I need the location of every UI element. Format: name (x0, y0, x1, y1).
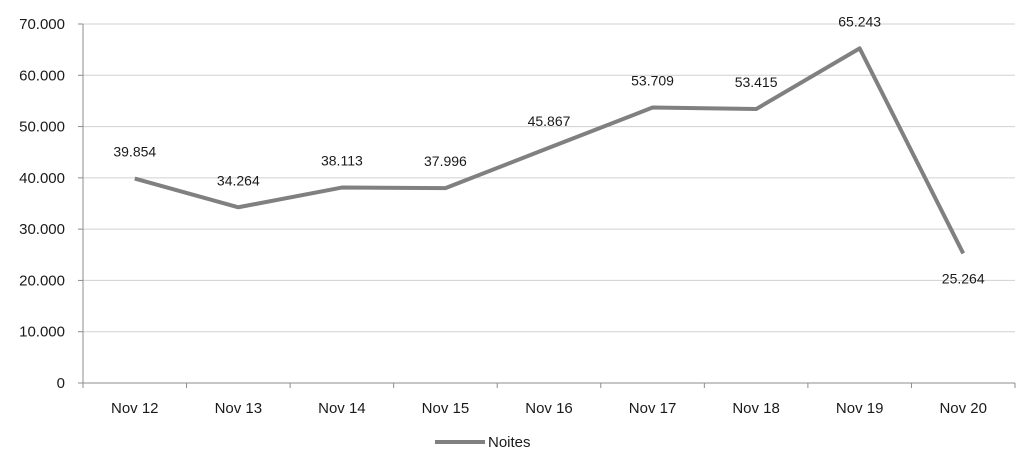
series-lines (134, 46, 966, 255)
y-tick-label: 60.000 (19, 67, 65, 84)
x-tick-label: Nov 14 (318, 400, 366, 417)
y-axis-tick-labels: 0 10.000 20.000 30.000 40.000 50.000 60.000 70.… (19, 16, 65, 392)
x-tick-label: Nov 17 (629, 400, 677, 417)
y-tick-label: 30.000 (19, 221, 65, 238)
data-label: 39.854 (113, 144, 156, 160)
y-tick-label: 0 (57, 375, 65, 392)
x-tick-label: Nov 18 (732, 400, 780, 417)
x-tick-label: Nov 16 (525, 400, 573, 417)
y-tick-label: 20.000 (19, 272, 65, 289)
data-labels: 39.854 34.264 38.113 37.996 45.867 53.709 53.4… (113, 13, 984, 286)
data-label: 25.264 (942, 270, 985, 286)
data-label: 65.243 (838, 13, 881, 29)
x-tick-label: Nov 15 (422, 400, 470, 417)
data-label: 37.996 (424, 153, 467, 169)
data-label: 38.113 (321, 153, 363, 169)
series-line-noites (134, 46, 966, 255)
x-tick-label: Nov 19 (836, 400, 884, 417)
data-label: 45.867 (528, 113, 571, 129)
data-label: 53.415 (735, 74, 778, 90)
legend: Noites (435, 434, 531, 451)
data-label: 53.709 (631, 73, 674, 89)
x-tick-label: Nov 13 (215, 400, 263, 417)
x-tick-label: Nov 20 (939, 400, 987, 417)
y-tick-label: 70.000 (19, 16, 65, 33)
axes (78, 23, 1016, 388)
y-tick-label: 10.000 (19, 324, 65, 341)
y-tick-label: 50.000 (19, 119, 65, 136)
legend-label: Noites (488, 434, 531, 451)
y-tick-label: 40.000 (19, 170, 65, 187)
x-tick-label: Nov 12 (111, 400, 159, 417)
x-axis-tick-labels: Nov 12 Nov 13 Nov 14 Nov 15 Nov 16 Nov 17 Nov … (111, 400, 987, 417)
gridlines (83, 23, 1015, 333)
data-label: 34.264 (217, 172, 260, 188)
